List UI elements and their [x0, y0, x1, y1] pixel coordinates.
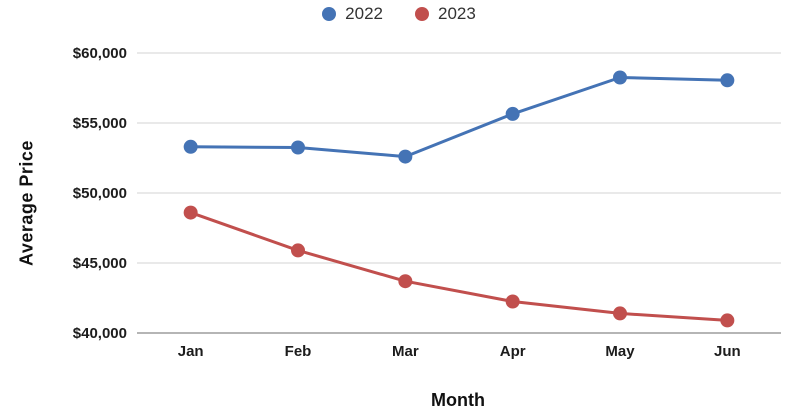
y-tick-label: $55,000 — [73, 115, 127, 132]
data-point-2022-Mar — [398, 149, 413, 164]
legend-label-2022: 2022 — [345, 4, 383, 23]
legend-item-2022: 2022 — [322, 4, 383, 24]
x-tick-label: Mar — [392, 343, 419, 360]
data-point-2022-May — [613, 70, 627, 85]
x-tick-label: Jun — [714, 343, 741, 360]
x-axis-title: Month — [431, 390, 485, 410]
data-point-2023-May — [613, 306, 627, 321]
x-tick-label: Jan — [178, 343, 204, 360]
y-tick-label: $40,000 — [73, 325, 127, 342]
data-point-2023-Jan — [183, 205, 198, 220]
series-line-2022 — [189, 76, 729, 159]
data-point-2022-Feb — [291, 140, 305, 155]
data-point-2022-Jun — [720, 73, 735, 88]
legend-marker-2023-icon — [415, 7, 429, 21]
x-tick-label: May — [605, 343, 635, 360]
x-tick-label: Feb — [285, 343, 312, 360]
data-point-2022-Jan — [183, 139, 198, 154]
legend-item-2023: 2023 — [415, 4, 476, 24]
y-tick-label: $45,000 — [73, 255, 127, 272]
data-point-2023-Apr — [505, 294, 520, 309]
y-tick-label: $50,000 — [73, 185, 127, 202]
chart-legend: 2022 2023 — [0, 4, 798, 24]
series-line-2023 — [189, 211, 729, 322]
data-point-2023-Jun — [720, 313, 735, 328]
data-point-2023-Mar — [398, 274, 413, 289]
legend-marker-2022-icon — [322, 7, 337, 21]
data-point-2022-Apr — [505, 106, 520, 121]
legend-label-2023: 2023 — [438, 4, 476, 23]
y-tick-label: $60,000 — [73, 45, 127, 62]
x-tick-label: Apr — [500, 343, 526, 360]
data-point-2023-Feb — [291, 243, 305, 258]
